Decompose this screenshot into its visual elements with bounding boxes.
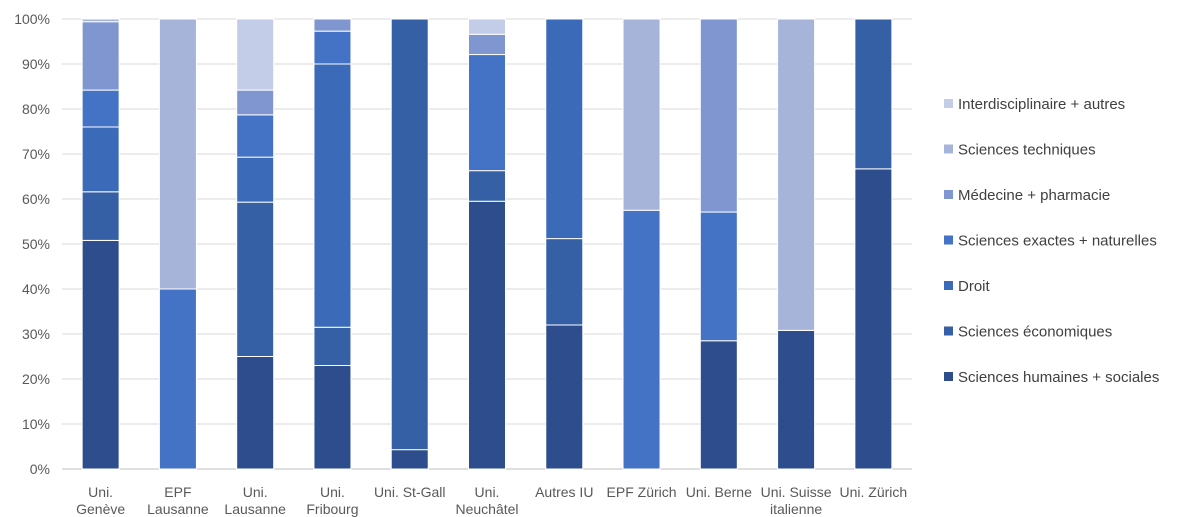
bar-segment xyxy=(158,18,197,290)
bar-segment xyxy=(468,18,506,35)
legend-label: Droit xyxy=(958,278,991,295)
bar-segment xyxy=(468,200,506,470)
bar-segment xyxy=(313,63,352,328)
x-tick-label: Uni. Zürich xyxy=(840,484,908,500)
y-tick-label: 30% xyxy=(22,326,50,342)
x-tick-label: Uni. Suisse xyxy=(761,484,832,500)
bar-segment xyxy=(777,18,816,331)
legend-label: Sciences économiques xyxy=(958,324,1112,341)
y-tick-label: 80% xyxy=(22,101,50,117)
bar-segment xyxy=(390,18,429,451)
legend-swatch xyxy=(944,326,953,336)
y-tick-label: 0% xyxy=(30,461,50,477)
legend-label: Sciences humaines + sociales xyxy=(958,369,1159,386)
bar-segment xyxy=(699,18,738,213)
x-tick-label: Uni. xyxy=(475,484,500,500)
y-tick-label: 20% xyxy=(22,371,50,387)
y-axis: 0% 10% 20% 30% 40% 50% 60% 70% 80% 90% 100% xyxy=(14,11,50,477)
bar-segment xyxy=(313,326,352,366)
legend-label: Sciences techniques xyxy=(958,142,1096,159)
bar-segment xyxy=(545,18,584,240)
bar-segment xyxy=(81,239,120,470)
bar-segment xyxy=(236,356,275,470)
legend-swatch xyxy=(944,99,953,108)
x-tick-label: Fribourg xyxy=(306,501,358,517)
bar-segment xyxy=(236,201,275,357)
bar-segment xyxy=(699,211,738,342)
x-tick-label: Lausanne xyxy=(224,501,286,517)
x-tick-label: Uni. St-Gall xyxy=(374,484,446,500)
y-tick-label: 100% xyxy=(14,11,50,27)
bar-segment xyxy=(81,126,120,193)
bar-segment xyxy=(777,329,816,470)
x-tick-label: Uni. xyxy=(88,484,113,500)
x-tick-label: Uni. Berne xyxy=(686,484,752,500)
y-tick-label: 40% xyxy=(22,281,50,297)
x-tick-label: Uni. xyxy=(243,484,268,500)
bar-segment xyxy=(545,238,584,326)
x-tick-label: Neuchâtel xyxy=(455,501,518,517)
bar-segment xyxy=(81,21,120,91)
bar-segment xyxy=(545,324,584,470)
bar-segment xyxy=(81,18,120,23)
x-tick-label: Uni. xyxy=(320,484,345,500)
bar-segment xyxy=(236,18,275,91)
bar-segment xyxy=(313,30,352,65)
y-tick-label: 60% xyxy=(22,191,50,207)
bar-segment xyxy=(854,18,893,170)
bar-segment xyxy=(313,365,352,470)
x-tick-label: italienne xyxy=(770,501,822,517)
x-axis: Uni.GenèveEPFLausanneUni.LausanneUni.Fri… xyxy=(76,484,907,517)
legend-swatch xyxy=(944,190,953,199)
bar-segment xyxy=(313,18,352,32)
legend-label: Sciences exactes + naturelles xyxy=(958,233,1157,250)
bar-segment xyxy=(699,340,738,470)
x-tick-label: Lausanne xyxy=(147,501,209,517)
y-tick-label: 70% xyxy=(22,146,50,162)
bar-segment xyxy=(236,156,275,203)
bar-segment xyxy=(236,89,275,116)
y-tick-label: 10% xyxy=(22,416,50,432)
bar-segment xyxy=(236,114,275,158)
bar-segment xyxy=(468,33,506,56)
legend-swatch xyxy=(944,235,953,245)
bar-segment xyxy=(468,170,506,202)
bar-segment xyxy=(622,18,661,211)
legend-label: Médecine + pharmacie xyxy=(958,187,1110,204)
legend-label: Interdisciplinaire + autres xyxy=(958,96,1125,113)
bar-segment xyxy=(81,89,120,128)
bars xyxy=(81,18,893,470)
bar-segment xyxy=(468,54,506,172)
legend: Interdisciplinaire + autres Sciences tech… xyxy=(944,96,1159,386)
x-tick-label: Autres IU xyxy=(535,484,593,500)
y-tick-label: 90% xyxy=(22,56,50,72)
bar-segment xyxy=(158,288,197,470)
x-tick-label: EPF xyxy=(164,484,191,500)
bar-segment xyxy=(390,449,429,470)
legend-swatch xyxy=(944,372,953,381)
y-tick-label: 50% xyxy=(22,236,50,252)
x-tick-label: EPF Zürich xyxy=(607,484,677,500)
x-tick-label: Genève xyxy=(76,501,125,517)
bar-segment xyxy=(854,168,893,470)
legend-swatch xyxy=(944,281,953,290)
bar-segment xyxy=(622,209,661,470)
legend-swatch xyxy=(944,144,953,154)
bar-segment xyxy=(81,191,120,241)
